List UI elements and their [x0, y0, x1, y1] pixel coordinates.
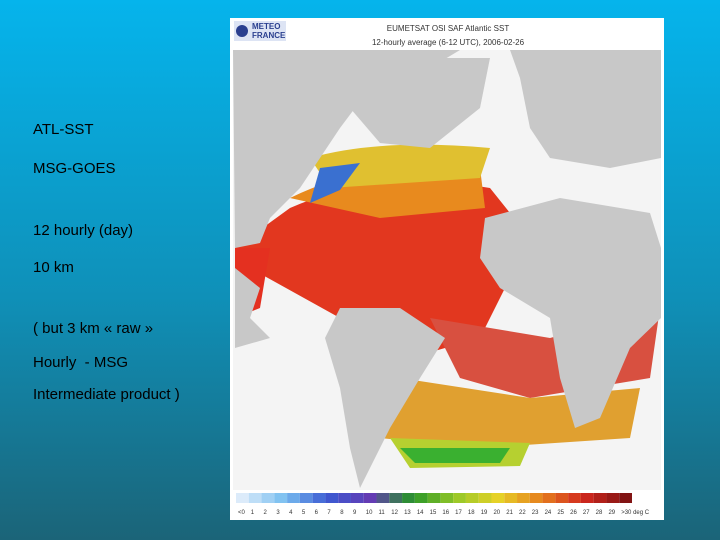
logo-box [234, 21, 286, 41]
colorbar-swatch [504, 493, 518, 503]
bullet: 10 km [33, 259, 74, 276]
colorbar-label: 21 [506, 510, 513, 516]
colorbar-swatch [606, 493, 620, 503]
colorbar-swatch [236, 493, 249, 503]
colorbar-label: >30 deg C [621, 510, 650, 516]
colorbar-label: 15 [430, 510, 437, 516]
colorbar-swatch [274, 493, 288, 503]
colorbar-swatch [325, 493, 339, 503]
colorbar-label: 9 [353, 510, 357, 516]
colorbar-label: 6 [315, 510, 319, 516]
colorbar-swatch [414, 493, 428, 503]
logo-text: METEO [252, 22, 280, 31]
colorbar-label: 3 [276, 510, 280, 516]
colorbar-label: 8 [340, 510, 344, 516]
land [235, 268, 270, 348]
colorbar-label: 26 [570, 510, 577, 516]
map-title: EUMETSAT OSI SAF Atlantic SST [387, 24, 510, 33]
colorbar-label: <0 [238, 510, 246, 516]
colorbar-label: 4 [289, 510, 293, 516]
land [340, 58, 490, 148]
colorbar-swatch [402, 493, 415, 503]
bullet: ATL-SST [33, 121, 94, 138]
colorbar-label: 24 [545, 510, 552, 516]
colorbar-swatch [478, 493, 492, 503]
bullet: 12 hourly (day) [33, 222, 134, 239]
ocean-cold [310, 163, 360, 203]
bullet: Hourly - MSG [33, 354, 129, 371]
colorbar-label: 29 [608, 510, 615, 516]
colorbar-swatch [389, 493, 403, 503]
colorbar: <0 1 2 3 4 5 6 7 8 9 10 11 12 13 14 15 16 17 18 19 20 21 22 23 2… [236, 493, 650, 516]
colorbar-swatch [440, 493, 454, 503]
ocean-warm [235, 181, 530, 358]
colorbar-swatch [248, 493, 262, 503]
colorbar-swatch [465, 493, 479, 503]
land [480, 198, 661, 428]
land [233, 50, 460, 248]
bullet: ( but 3 km « raw » [33, 320, 154, 337]
colorbar-swatch [580, 493, 594, 503]
map-subtitle: 12-hourly average (6-12 UTC), 2006-02-26 [372, 38, 525, 47]
colorbar-label: 28 [596, 510, 603, 516]
colorbar-swatch [619, 493, 632, 503]
land [510, 50, 661, 168]
colorbar-label: 14 [417, 510, 424, 516]
ocean-cold [400, 448, 510, 463]
colorbar-label: 1 [251, 510, 255, 516]
colorbar-swatch [453, 493, 466, 503]
colorbar-swatch [517, 493, 530, 503]
colorbar-label: 10 [366, 510, 373, 516]
colorbar-label: 20 [493, 510, 500, 516]
colorbar-label: 2 [264, 510, 268, 516]
colorbar-label: 11 [379, 510, 386, 516]
bullet: Intermediate product ) [33, 386, 180, 403]
ocean-cool [310, 144, 490, 188]
colorbar-swatch [593, 493, 607, 503]
bullet: MSG-GOES [33, 160, 116, 177]
colorbar-swatch [299, 493, 313, 503]
sst-map: METEO FRANCE EUMETSAT OSI SAF Atlantic S… [230, 18, 664, 520]
land [325, 308, 445, 488]
logo-text: FRANCE [252, 31, 286, 40]
colorbar-label: 13 [404, 510, 411, 516]
colorbar-label: 16 [442, 510, 449, 516]
colorbar-label: 17 [455, 510, 462, 516]
colorbar-label: 25 [557, 510, 564, 516]
colorbar-swatch [427, 493, 441, 503]
colorbar-swatch [568, 493, 581, 503]
colorbar-swatch [261, 493, 275, 503]
colorbar-swatch [555, 493, 569, 503]
colorbar-label: 19 [481, 510, 488, 516]
colorbar-swatch [312, 493, 326, 503]
colorbar-label: 18 [468, 510, 475, 516]
colorbar-swatch [376, 493, 390, 503]
colorbar-swatch [338, 493, 351, 503]
colorbar-label: 5 [302, 510, 306, 516]
colorbar-label: 12 [391, 510, 398, 516]
colorbar-swatch [491, 493, 505, 503]
colorbar-label: 27 [583, 510, 590, 516]
colorbar-label: 7 [327, 510, 331, 516]
colorbar-label: 23 [532, 510, 539, 516]
colorbar-swatch [542, 493, 556, 503]
colorbar-swatch [350, 493, 364, 503]
colorbar-swatch [529, 493, 543, 503]
map-body [233, 50, 661, 490]
colorbar-swatch [363, 493, 377, 503]
logo-icon [236, 25, 248, 37]
colorbar-swatch [287, 493, 300, 503]
colorbar-label: 22 [519, 510, 526, 516]
